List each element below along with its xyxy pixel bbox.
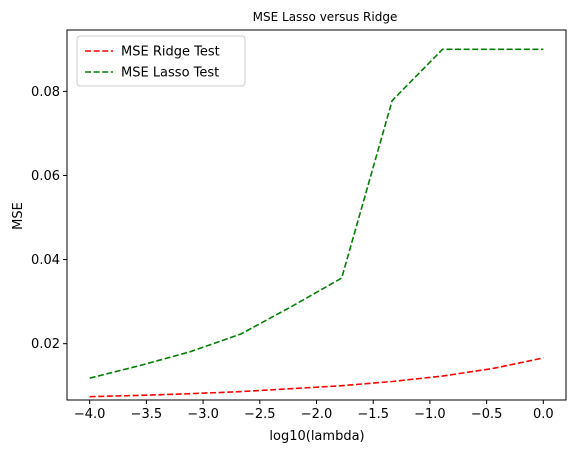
legend: MSE Ridge Test MSE Lasso Test	[76, 35, 246, 87]
y-tick-label: 0.08	[31, 85, 60, 100]
x-tick-label: −2.5	[244, 407, 276, 422]
series-line-1	[89, 48, 544, 379]
x-axis: −4.0 −3.5 −3.0 −2.5 −2.0 −1.5 −1.0 −0.5 0.0	[74, 400, 554, 422]
x-tick-label: −2.0	[301, 407, 333, 422]
y-axis: 0.02 0.04 0.06 0.08	[31, 85, 67, 352]
x-tick-label: −3.0	[187, 407, 219, 422]
legend-label-0: MSE Ridge Test	[121, 45, 220, 60]
chart-title: MSE Lasso versus Ridge	[253, 10, 398, 24]
x-tick-label: −0.5	[471, 407, 503, 422]
x-tick-label: 0.0	[533, 407, 554, 422]
legend-label-1: MSE Lasso Test	[121, 66, 219, 81]
legend-box	[76, 35, 246, 87]
x-tick-label: −1.5	[357, 407, 389, 422]
y-axis-label: MSE	[11, 202, 26, 230]
y-tick-label: 0.02	[31, 337, 60, 352]
x-tick-label: −3.5	[131, 407, 163, 422]
series-line-0	[89, 357, 544, 398]
x-tick-label: −1.0	[414, 407, 446, 422]
x-tick-label: −4.0	[74, 407, 106, 422]
x-axis-label: log10(lambda)	[269, 429, 364, 444]
y-tick-label: 0.06	[31, 169, 60, 184]
y-tick-label: 0.04	[31, 253, 60, 268]
